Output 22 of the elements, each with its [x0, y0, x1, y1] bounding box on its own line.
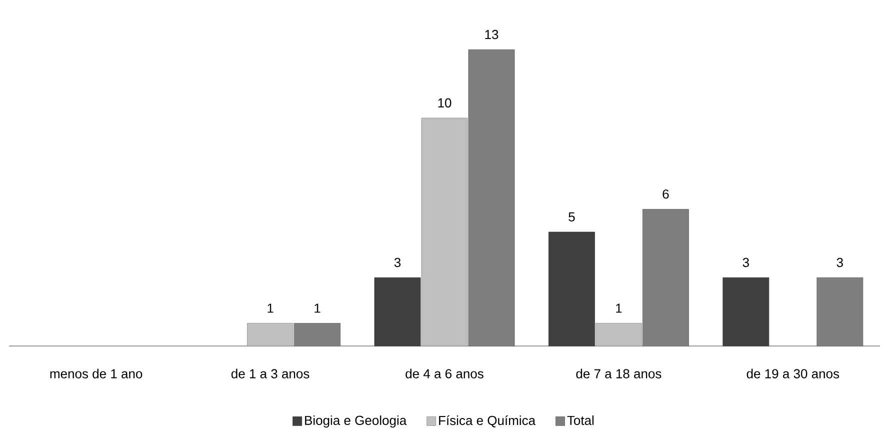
x-tick-label: de 7 a 18 anos: [576, 368, 662, 378]
data-label: 6: [662, 189, 669, 199]
data-label: 3: [742, 258, 749, 268]
data-label: 3: [394, 258, 401, 268]
x-tick-label: de 1 a 3 anos: [231, 368, 310, 378]
x-tick-label: menos de 1 ano: [50, 368, 142, 378]
bar: [548, 232, 595, 346]
data-label: 1: [616, 304, 622, 313]
bar: [374, 277, 421, 346]
data-label: 10: [438, 98, 452, 108]
data-label: 13: [485, 30, 498, 40]
bar: [722, 277, 770, 346]
data-label: 1: [268, 304, 274, 313]
bar: [816, 277, 864, 346]
legend-label: Total: [567, 415, 594, 426]
legend-label: Biogia e Geologia: [305, 415, 407, 428]
x-tick-label: de 19 a 30 anos: [746, 368, 840, 378]
data-label: 3: [836, 258, 843, 268]
x-tick-label: de 4 a 6 anos: [406, 368, 484, 378]
data-label: 1: [314, 304, 320, 313]
data-label: 5: [568, 212, 575, 222]
legend-label: Física e Química: [439, 415, 536, 428]
